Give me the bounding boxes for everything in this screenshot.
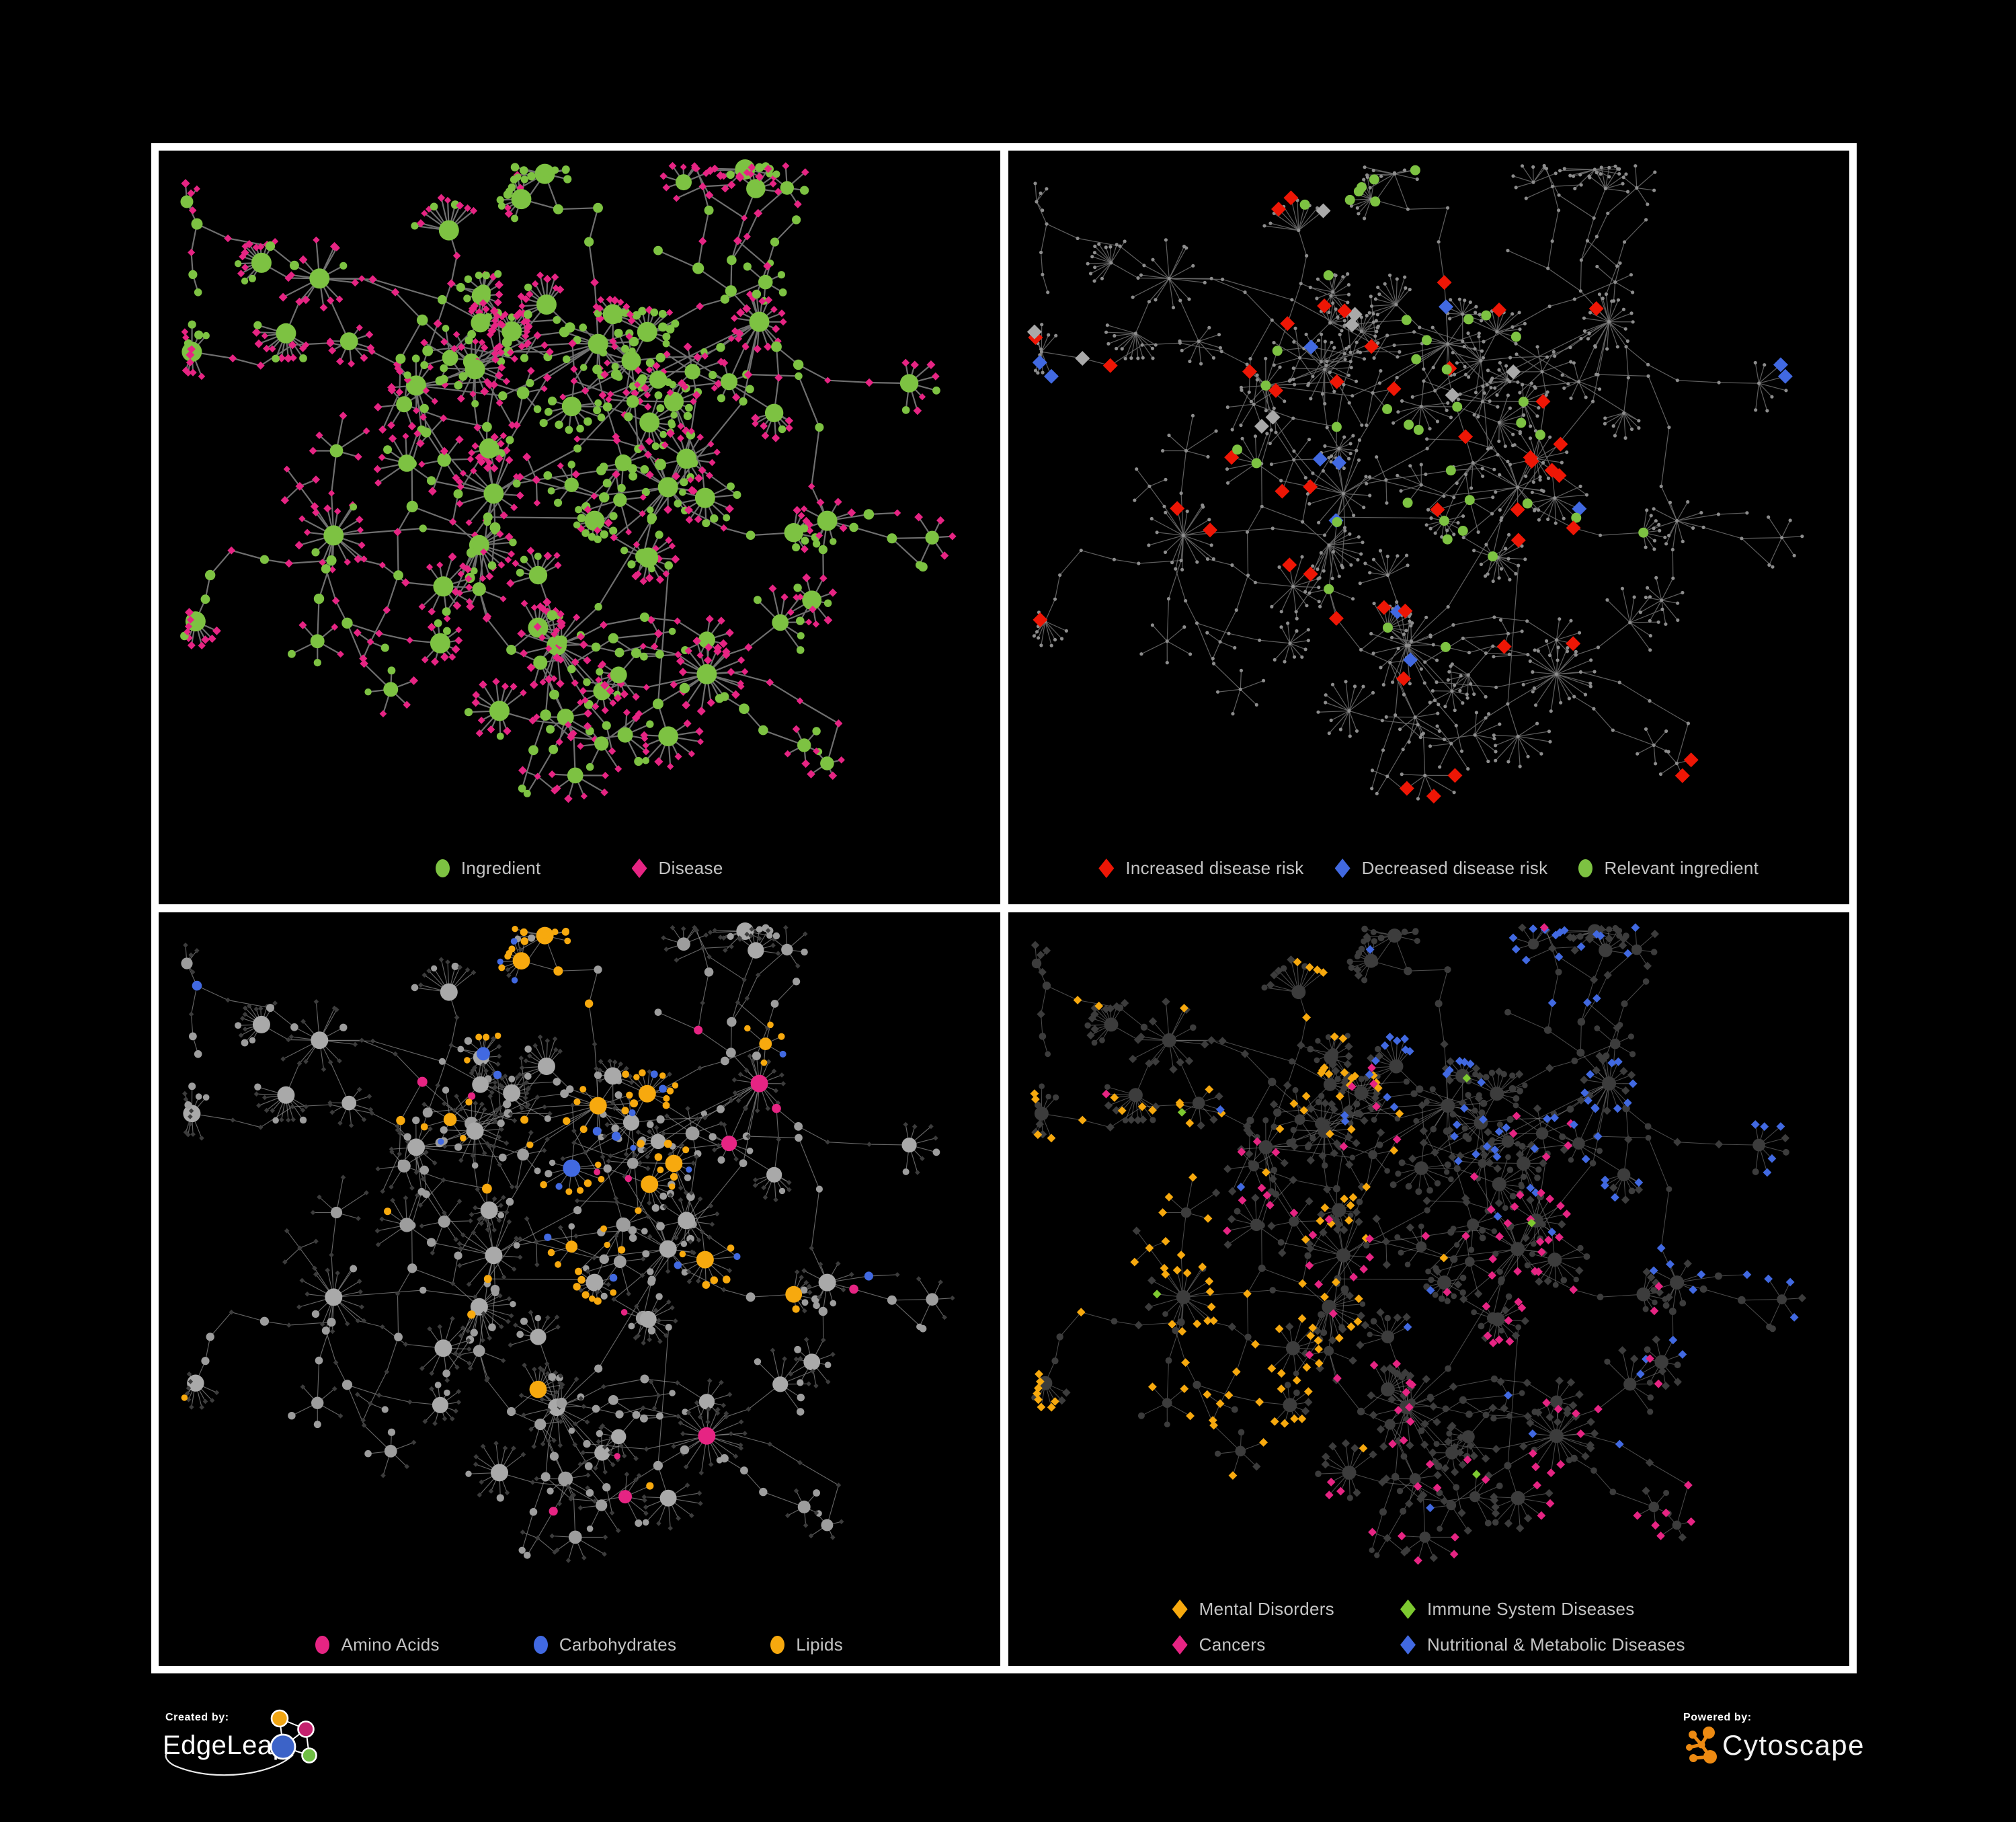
legend-item-decreased-risk: Decreased disease risk — [1335, 858, 1548, 879]
created-by-label: Created by: — [165, 1712, 229, 1724]
legend-item-relevant-ingredient: Relevant ingredient — [1578, 858, 1759, 879]
cytoscape-credit: Powered by: Cytoscape — [1679, 1708, 1968, 1809]
cancers-marker-icon — [1172, 1635, 1188, 1655]
legend-item-carbohydrates: Carbohydrates — [534, 1634, 676, 1655]
immune-diseases-marker-icon — [1400, 1599, 1416, 1619]
legend-item-cancers: Cancers — [1172, 1634, 1266, 1655]
legend-ingredient-disease: Ingredient Disease — [159, 858, 1000, 879]
legend-label: Increased disease risk — [1125, 858, 1303, 879]
increased-risk-marker-icon — [1098, 859, 1114, 878]
legend-item-amino-acids: Amino Acids — [315, 1634, 439, 1655]
legend-label: Lipids — [796, 1634, 843, 1655]
relevant-ingredient-marker-icon — [1578, 859, 1592, 877]
legend-label: Mental Disorders — [1199, 1599, 1334, 1620]
panel-disease-classes: Mental Disorders Immune System Diseases … — [1008, 912, 1850, 1666]
edgeleap-wordmark: EdgeLeap — [163, 1731, 288, 1761]
panel-ingredient-disease: Ingredient Disease — [159, 151, 1000, 904]
legend-label: Immune System Diseases — [1427, 1599, 1635, 1620]
legend-item-lipids: Lipids — [770, 1634, 843, 1655]
network-ingredient-classes — [159, 912, 1000, 1666]
cytoscape-wordmark: Cytoscape — [1722, 1729, 1865, 1761]
carbohydrates-marker-icon — [534, 1636, 548, 1654]
edgeleap-logo-icon — [161, 1708, 484, 1822]
panel-ingredient-classes: Amino Acids Carbohydrates Lipids — [159, 912, 1000, 1666]
mental-disorders-marker-icon — [1172, 1599, 1188, 1619]
ingredient-marker-icon — [436, 859, 450, 877]
edgeleap-credit: Created by: EdgeLeap — [161, 1708, 484, 1822]
legend-item-nutritional-metabolic: Nutritional & Metabolic Diseases — [1400, 1634, 1685, 1655]
legend-item-mental-disorders: Mental Disorders — [1172, 1599, 1334, 1620]
legend-ingredient-classes: Amino Acids Carbohydrates Lipids — [159, 1634, 1000, 1655]
legend-label: Cancers — [1199, 1634, 1266, 1655]
network-disease-classes — [1008, 912, 1850, 1666]
lipids-marker-icon — [770, 1636, 784, 1654]
network-ingredient-disease — [159, 151, 1000, 904]
legend-label: Disease — [659, 858, 723, 879]
legend-label: Carbohydrates — [559, 1634, 676, 1655]
legend-label: Decreased disease risk — [1362, 858, 1548, 879]
disease-marker-icon — [632, 859, 647, 878]
legend-label: Amino Acids — [341, 1634, 439, 1655]
amino-acids-marker-icon — [315, 1636, 329, 1654]
panel-disease-risk: Increased disease risk Decreased disease… — [1008, 151, 1850, 904]
network-disease-risk — [1008, 151, 1850, 904]
powered-by-label: Powered by: — [1683, 1712, 1752, 1724]
decreased-risk-marker-icon — [1335, 859, 1350, 878]
legend-item-immune-diseases: Immune System Diseases — [1400, 1599, 1635, 1620]
legend-disease-risk: Increased disease risk Decreased disease… — [1008, 858, 1850, 879]
nutritional-metabolic-marker-icon — [1400, 1635, 1416, 1655]
legend-item-ingredient: Ingredient — [436, 858, 541, 879]
legend-label: Ingredient — [461, 858, 541, 879]
legend-disease-classes: Mental Disorders Immune System Diseases … — [1008, 1599, 1850, 1655]
panel-grid-frame: Ingredient Disease Increased disease ris… — [151, 143, 1857, 1673]
legend-item-disease: Disease — [632, 858, 723, 879]
legend-label: Nutritional & Metabolic Diseases — [1427, 1634, 1685, 1655]
cytoscape-logo-icon — [1683, 1727, 1718, 1767]
legend-item-increased-risk: Increased disease risk — [1098, 858, 1303, 879]
legend-label: Relevant ingredient — [1604, 858, 1759, 879]
